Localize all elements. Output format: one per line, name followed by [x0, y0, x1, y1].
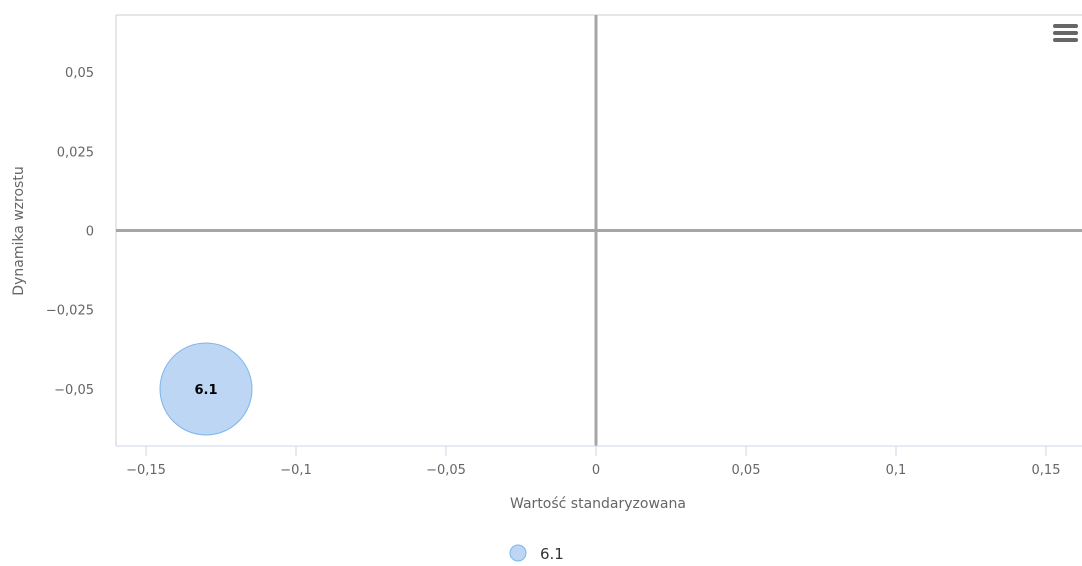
y-tick-label: 0,05	[65, 66, 94, 81]
y-tick-label: 0,025	[57, 145, 94, 160]
y-tick-label: 0	[86, 225, 94, 240]
bubble-point	[159, 342, 253, 436]
x-tick-label: 0,15	[1032, 463, 1061, 478]
x-tick-label: 0,05	[732, 463, 761, 478]
y-tick-label: −0,025	[46, 304, 94, 319]
y-tick-label: −0,05	[54, 383, 94, 398]
chart-menu-button[interactable]	[1050, 20, 1078, 46]
legend-label: 6.1	[540, 545, 564, 563]
y-axis: 0,05 0,025 0 −0,025 −0,05	[46, 66, 94, 398]
series-points: 6.1	[159, 342, 253, 436]
x-axis-title: Wartość standaryzowana	[510, 496, 686, 512]
hamburger-menu-icon	[1053, 24, 1078, 42]
legend-item-6-1[interactable]: 6.1	[509, 544, 564, 563]
x-tick-label: −0,05	[426, 463, 466, 478]
x-tick-label: −0,15	[126, 463, 166, 478]
x-tick-label: 0,1	[886, 463, 907, 478]
bubble-data-label: 6.1	[194, 383, 217, 398]
y-axis-title: Dynamika wzrostu	[11, 166, 27, 295]
x-axis: −0,15 −0,1 −0,05 0 0,05 0,1 0,15	[116, 445, 1082, 478]
legend-symbol	[509, 544, 527, 562]
legend: 6.1	[509, 544, 564, 563]
reference-lines	[116, 15, 1082, 446]
x-tick-label: −0,1	[280, 463, 312, 478]
x-tick-label: 0	[592, 463, 600, 478]
